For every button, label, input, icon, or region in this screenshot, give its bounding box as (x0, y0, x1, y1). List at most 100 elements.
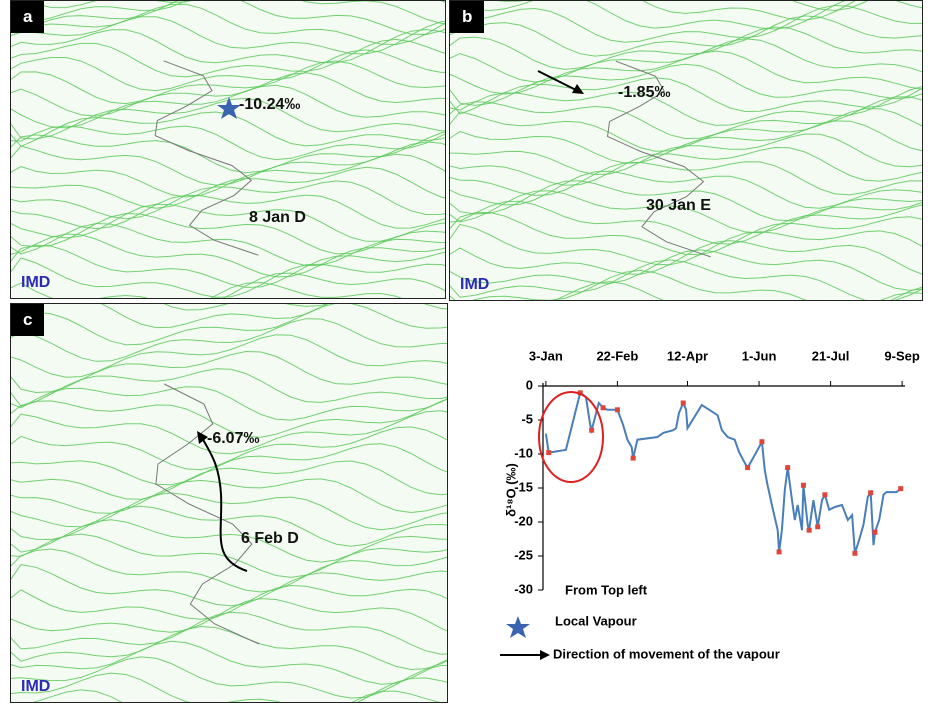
value-label: -10.24‰ (239, 96, 301, 113)
streamline (11, 386, 447, 421)
streamline (11, 672, 447, 702)
legend-star (506, 616, 530, 638)
y-tick-label: 0 (526, 377, 533, 392)
data-point (630, 455, 636, 461)
streamline (450, 120, 922, 164)
streamline (11, 153, 445, 198)
data-line (544, 391, 902, 554)
streamline (11, 611, 447, 655)
streamline (11, 548, 447, 593)
value-label: -1.85‰ (618, 84, 671, 101)
streamline (210, 281, 403, 298)
map-panel: a -10.24‰ 8 Jan D IMD (10, 0, 446, 299)
legend-label: Direction of movement of the vapour (553, 646, 780, 661)
streamline (11, 16, 445, 55)
streamline (11, 304, 447, 329)
streamline (11, 460, 447, 500)
streamline (450, 77, 922, 115)
data-point (800, 482, 806, 488)
streamline (11, 318, 447, 362)
streamline (11, 598, 447, 633)
data-point (577, 390, 583, 396)
streamline (450, 161, 922, 196)
streamline (11, 49, 445, 92)
streamline (11, 656, 447, 699)
date-label: 6 Feb D (241, 530, 299, 547)
y-axis-label: δ¹⁸O (‰) (503, 463, 518, 517)
panel-tag: a (11, 1, 45, 33)
map-panel: b -1.85‰ 30 Jan E IMD (449, 0, 923, 301)
streamline (11, 212, 445, 255)
streamline (11, 125, 445, 161)
coastline (155, 383, 260, 645)
streamlines (450, 1, 922, 300)
data-point (822, 492, 828, 498)
data-point (785, 465, 791, 471)
streamline (450, 211, 922, 256)
streamline (450, 96, 922, 140)
y-tick-label: -30 (514, 581, 533, 596)
source-label: IMD (460, 276, 490, 293)
arrow-layer (537, 70, 584, 94)
x-tick-label: 12-Apr (667, 348, 708, 363)
streamline (450, 26, 922, 70)
data-point (759, 439, 765, 445)
date-label: 8 Jan D (249, 209, 306, 226)
streamline (11, 410, 447, 455)
streamline (11, 533, 447, 578)
streamline (11, 625, 447, 671)
map-panel: c -6.07‰ 6 Feb D IMD (10, 303, 448, 703)
x-tick-label: 9-Sep (884, 348, 919, 363)
data-point (815, 524, 821, 530)
streamline (11, 60, 445, 105)
data-point (852, 550, 858, 556)
coastline (154, 60, 259, 256)
streamline (11, 334, 447, 378)
y-tick-label: -25 (514, 547, 533, 562)
y-tick-label: -20 (514, 513, 533, 528)
streamline (11, 519, 447, 563)
arrow-head (197, 431, 208, 444)
data-point (868, 490, 874, 496)
streamline (11, 72, 445, 117)
data-point (614, 407, 620, 413)
streamline (32, 689, 440, 702)
streamline (11, 257, 445, 298)
data-point (745, 465, 751, 471)
streamline (11, 166, 445, 209)
streamline (11, 505, 447, 547)
streamline (11, 84, 445, 129)
streamline (11, 584, 447, 620)
data-point (546, 450, 552, 456)
streamline (11, 233, 445, 278)
y-tick-label: -15 (514, 479, 533, 494)
streamline (450, 223, 922, 266)
marker-layer (217, 97, 241, 119)
streamline (450, 133, 922, 176)
x-tick-label: 3-Jan (529, 348, 563, 363)
data-point (872, 529, 878, 535)
highlight-ellipse (538, 391, 604, 483)
value-label: -6.07‰ (207, 430, 260, 447)
date-label: 30 Jan E (646, 197, 711, 214)
streamline (11, 272, 445, 298)
streamline (791, 1, 868, 12)
streamline (11, 398, 447, 438)
streamline (11, 28, 445, 64)
streamline (11, 478, 447, 514)
x-tick-label: 21-Jul (812, 348, 850, 363)
data-point (806, 527, 812, 533)
streamline (450, 259, 922, 300)
streamline (29, 1, 445, 9)
streamline (11, 3, 445, 46)
legend-label: Local Vapour (555, 613, 637, 628)
streamline (11, 38, 445, 78)
streamline (450, 190, 922, 234)
streamline (450, 249, 922, 291)
streamlines (11, 304, 447, 702)
source-label: IMD (21, 678, 51, 695)
arrow-head (572, 84, 584, 94)
streamline (450, 50, 922, 95)
streamline (11, 222, 445, 267)
